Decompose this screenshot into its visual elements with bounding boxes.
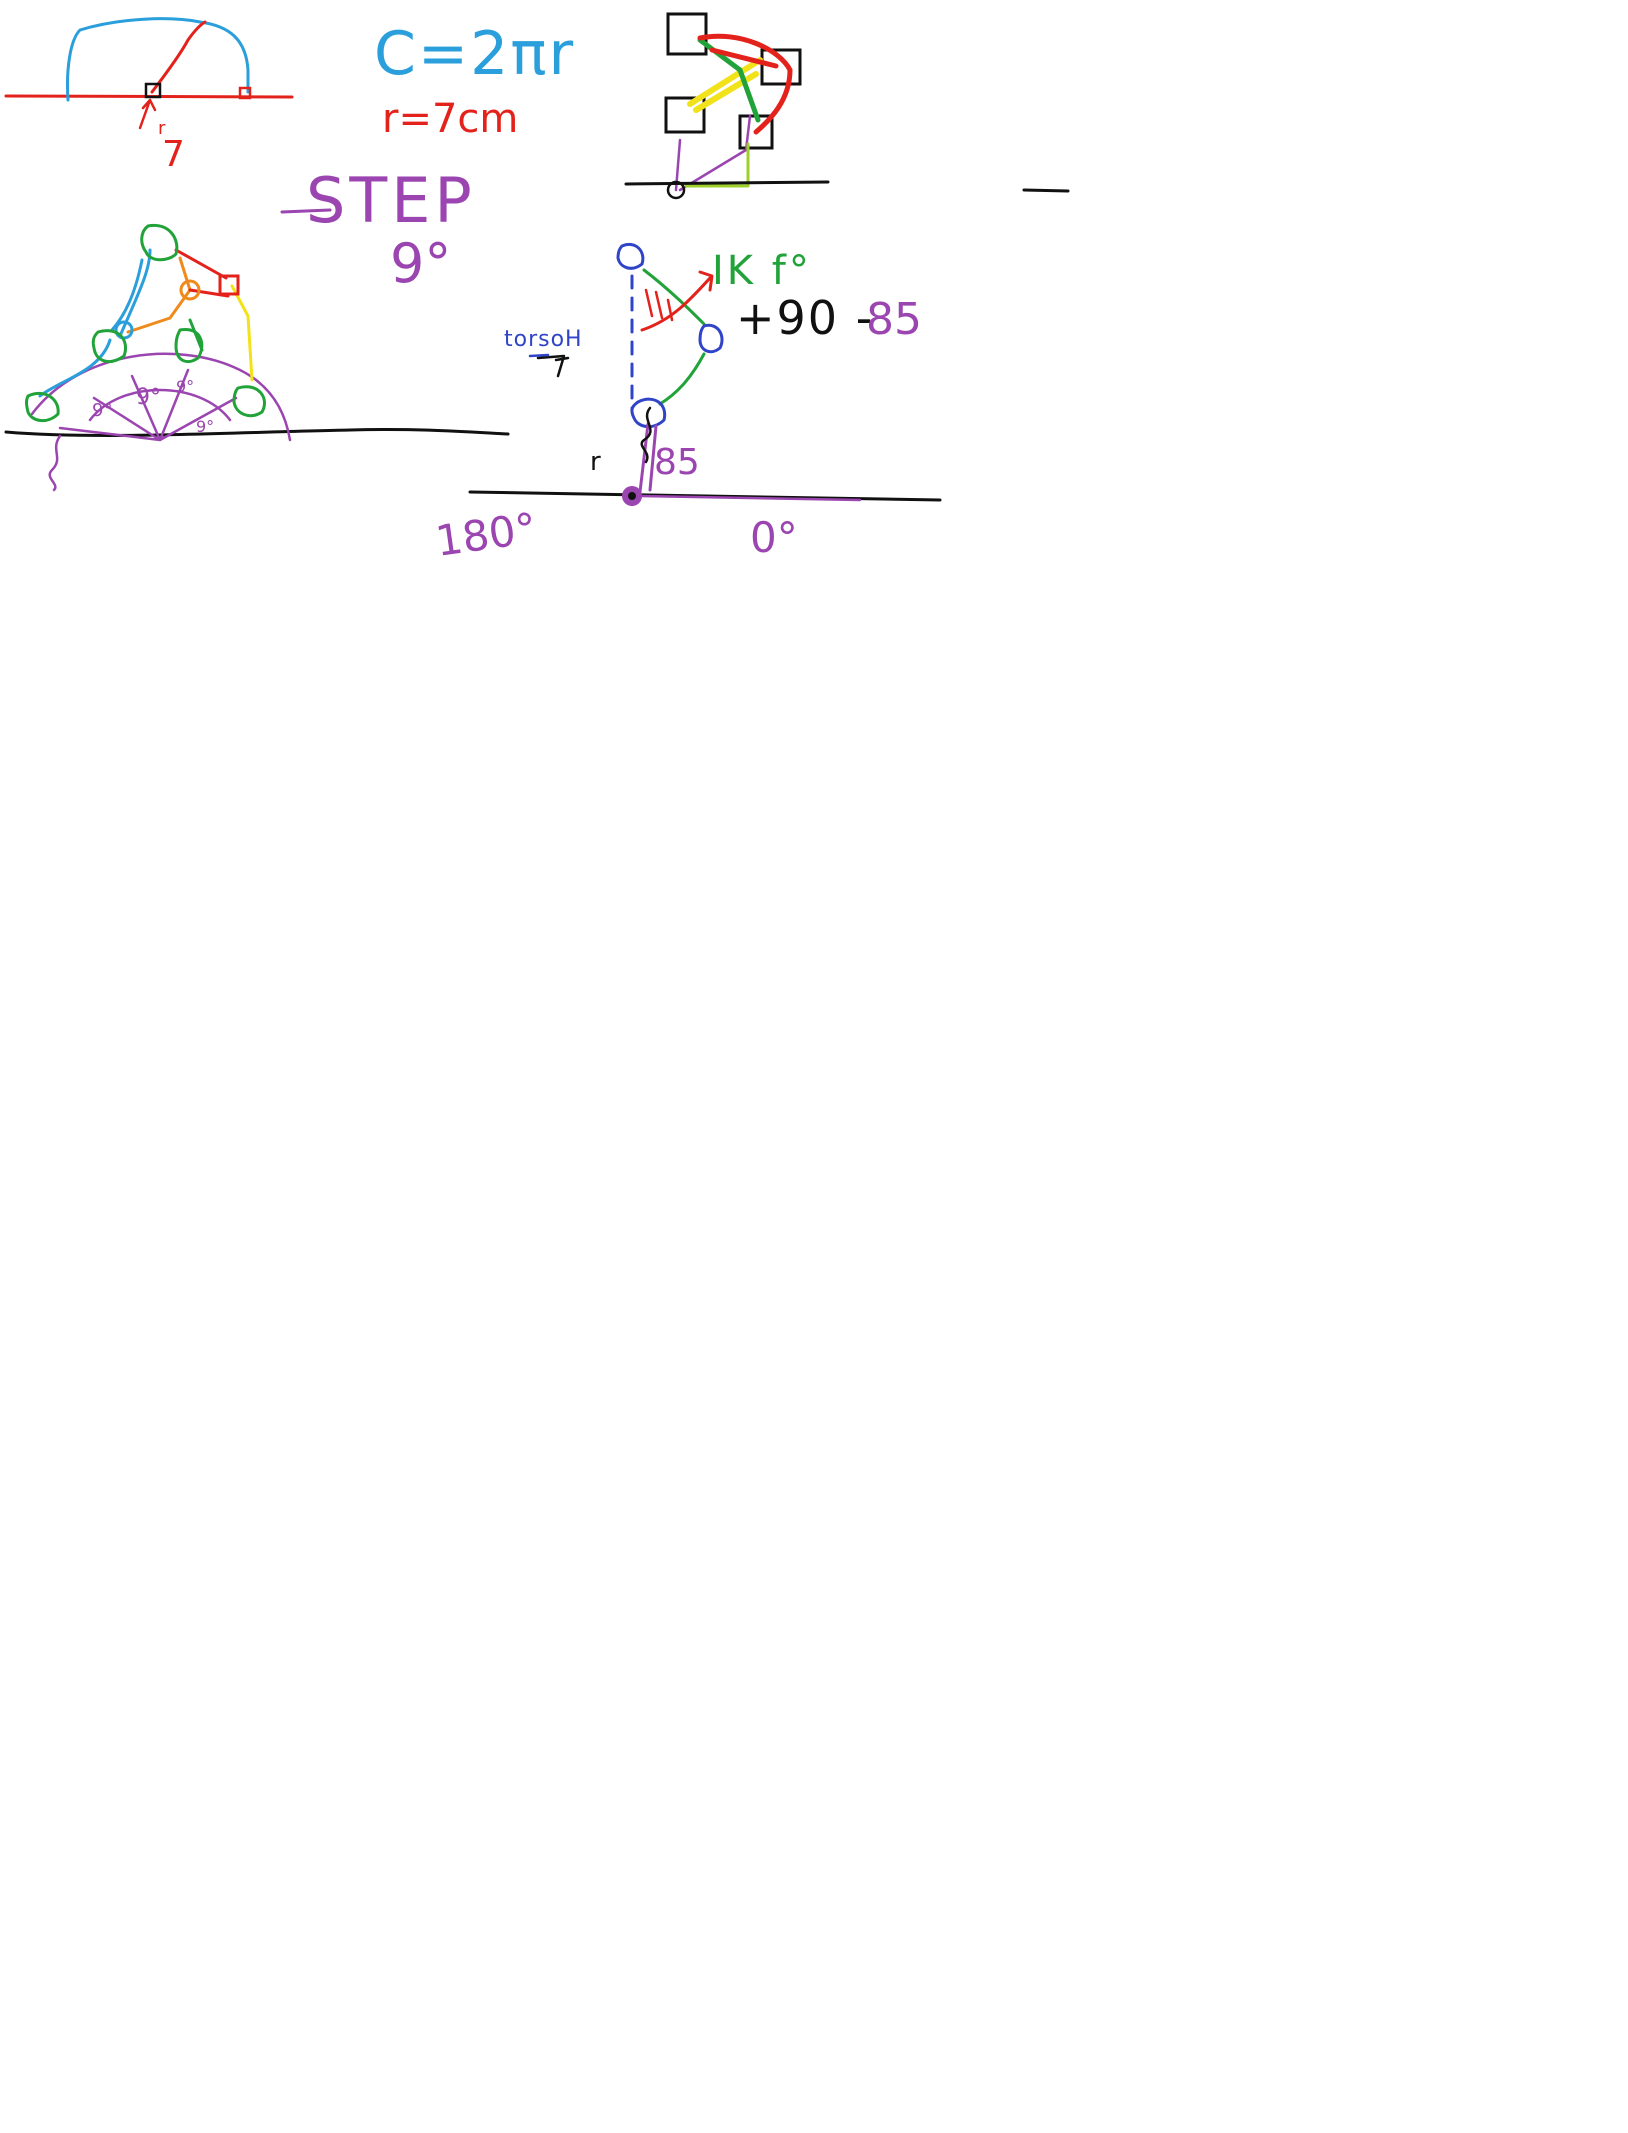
- red-hatch: [644, 288, 674, 322]
- green-lower-limb: [658, 352, 706, 406]
- wave-mark: [48, 434, 62, 492]
- angle-right: 0°: [750, 513, 798, 562]
- r-brace: [640, 406, 652, 464]
- lime-limb: [684, 142, 750, 188]
- green-limb-2: [188, 318, 204, 352]
- torso-label: torsoH: [504, 327, 583, 352]
- r-angle: 85: [654, 442, 700, 483]
- green-upper-limb: [642, 268, 706, 326]
- ground-line-black: [624, 180, 830, 186]
- green-node-foot: [25, 391, 60, 422]
- green-node-right: [232, 385, 266, 418]
- radius-line: [150, 20, 207, 94]
- torso-mark: [536, 354, 570, 378]
- fan-angle-4: 9°: [196, 417, 214, 436]
- step-cycle-sketch: 9° 9° 9° 9°: [4, 223, 510, 492]
- block-mid-left: [664, 96, 706, 134]
- semicircle-arc: [66, 17, 250, 102]
- step-underline-dash: [280, 208, 332, 214]
- r-small: r: [590, 447, 601, 477]
- formula-text: C=2πr: [374, 19, 575, 89]
- purple-leg: [638, 422, 658, 494]
- semicircle-sketch: r 7: [4, 17, 294, 175]
- inner-arc: [88, 388, 232, 422]
- blue-body: [38, 248, 152, 398]
- fan-angle-1: 9°: [92, 400, 112, 421]
- foot-marker: [666, 180, 686, 200]
- fan-angle-2: 9°: [136, 385, 161, 410]
- ground-line-purple: [638, 494, 862, 502]
- block-mid-right: [760, 48, 802, 86]
- green-node-mid: [174, 328, 204, 363]
- red-joint: [218, 274, 240, 296]
- blue-node-mid: [698, 323, 724, 354]
- blue-node-top: [616, 243, 645, 270]
- ground-line-2: [4, 427, 510, 437]
- torso-underline: [528, 353, 550, 358]
- step-title: STEP: [306, 164, 476, 237]
- red-angle-arc: [640, 270, 714, 332]
- arrow-up: [138, 98, 157, 130]
- calc-text: +90 -: [736, 291, 874, 345]
- center-marker: [144, 82, 162, 99]
- calc-value: 85: [866, 294, 922, 345]
- block-top: [666, 12, 708, 56]
- angle-left: 180°: [433, 503, 540, 566]
- radius-value: 7: [162, 134, 185, 175]
- leg-stack-sketch: [624, 12, 830, 200]
- ik-label: IK f°: [712, 248, 812, 294]
- radius-mark: r: [158, 118, 166, 139]
- orange-joint: [179, 279, 201, 301]
- step-angle: 9°: [390, 232, 451, 295]
- radius-text: r=7cm: [382, 96, 518, 142]
- ik-sketch: IK f° +90 - 85 torsoH r 85 180° 0°: [433, 243, 942, 566]
- fan-lines: [58, 368, 238, 442]
- foot-center: [628, 492, 636, 500]
- end-marker: [238, 86, 252, 100]
- red-loop: [697, 33, 793, 135]
- short-dash: [1022, 188, 1070, 193]
- yellow-limb-2: [230, 284, 254, 382]
- head-node: [140, 223, 179, 262]
- fan-angle-3: 9°: [176, 377, 194, 396]
- orange-limb: [126, 256, 192, 334]
- green-node-left: [91, 329, 127, 364]
